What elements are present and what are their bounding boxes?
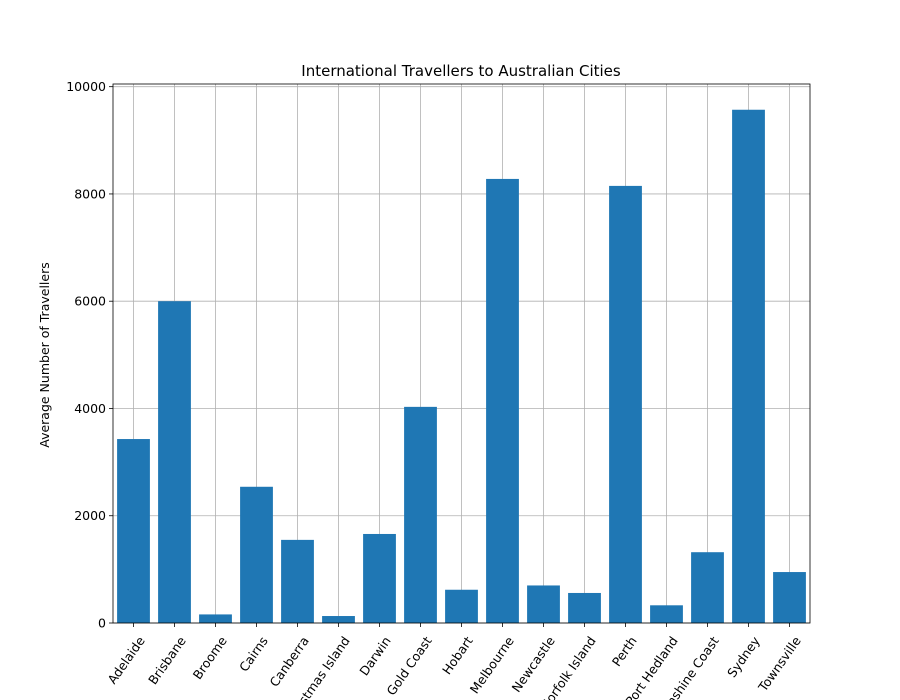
bar [445,589,478,623]
x-tick-label: Canberra [266,634,311,690]
x-tick-label: Perth [609,634,640,669]
x-tick-label: Cairns [236,634,271,675]
bar [732,109,765,623]
bar [568,592,601,623]
x-tick-label: Adelaide [104,633,148,686]
y-tick-label: 2000 [74,508,106,523]
bar [404,406,437,623]
bar [363,533,396,623]
y-axis-label: Average Number of Travellers [37,262,52,448]
x-tick-label: Broome [190,633,230,682]
x-tick-label: Darwin [356,634,394,679]
x-tick-label: Sydney [724,633,763,680]
bar [117,439,150,623]
grid-lines [113,84,810,624]
x-tick-label: Brisbane [145,633,189,687]
y-tick-label: 8000 [74,186,106,201]
bar [773,572,806,623]
bars [117,109,806,624]
chart-title: International Travellers to Australian C… [301,62,621,80]
y-tick-label: 4000 [74,401,106,416]
y-tick-label: 6000 [74,294,106,309]
bar [650,605,683,623]
x-tick-label: Hobart [439,634,476,678]
bar [609,185,642,623]
y-tick-label: 0 [98,616,106,631]
bar [281,539,314,623]
bar [240,486,273,623]
bar [527,585,560,623]
bar [486,178,519,624]
bar [158,301,191,623]
bar [322,616,355,623]
bar [199,614,232,623]
bar [691,552,724,623]
y-tick-label: 10000 [66,79,106,94]
